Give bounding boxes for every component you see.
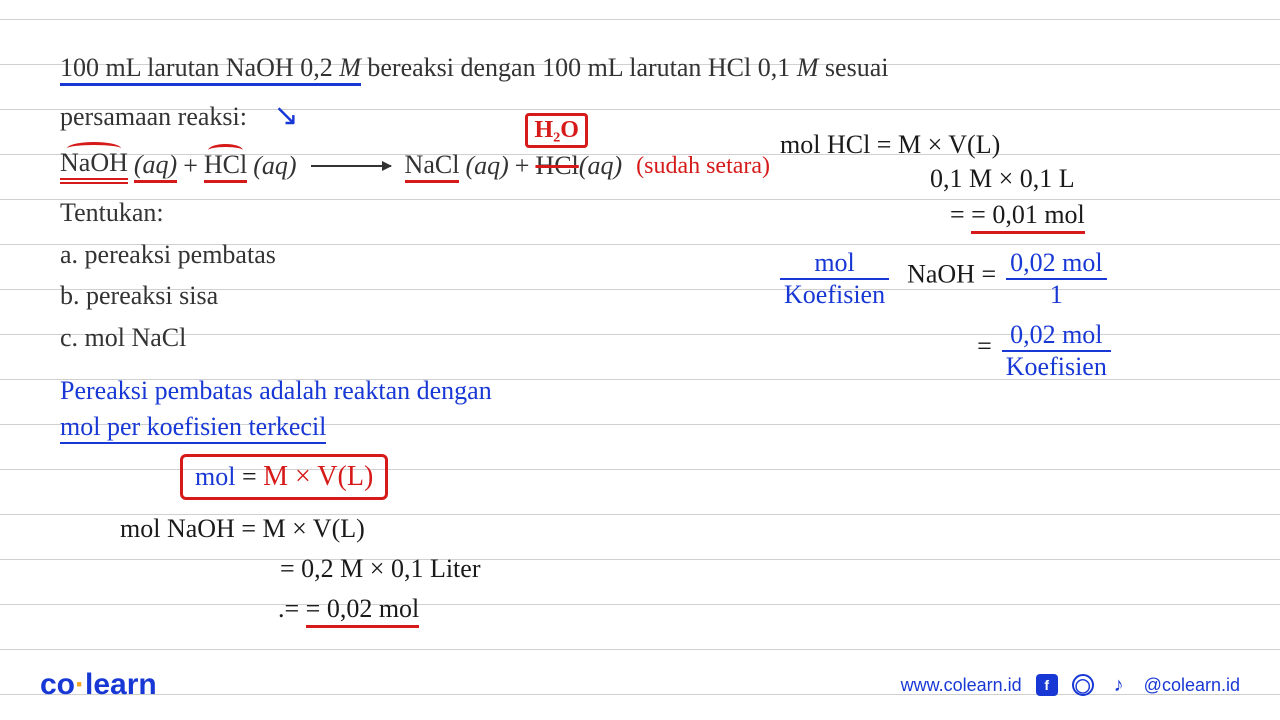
calc-naoh-1: mol NaOH = M × V(L)	[120, 514, 1220, 544]
footer-right: www.colearn.id f ◯ ♪ @colearn.id	[901, 674, 1240, 696]
facebook-icon: f	[1036, 674, 1058, 696]
tentukan-label: Tentukan:	[60, 192, 1220, 234]
h2o-correction-box: H₂O	[525, 113, 588, 148]
chemical-equation: NaOH(aq) + HCl(aq) NaCl(aq) + HCl(aq) H₂…	[60, 148, 1220, 184]
footer-handle: @colearn.id	[1144, 675, 1240, 696]
instagram-icon: ◯	[1072, 674, 1094, 696]
reaction-arrow	[311, 165, 391, 167]
eq-hcl-struck: HCl	[535, 151, 578, 180]
formula-box: mol = M × V(L)	[180, 454, 388, 500]
definition-line2: mol per koefisien terkecil	[60, 412, 326, 444]
problem-statement: 100 mL larutan NaOH 0,2 M bereaksi denga…	[60, 48, 1220, 87]
questions: Tentukan: a. pereaksi pembatas b. pereak…	[60, 192, 1220, 358]
question-c: c. mol NaCl	[60, 317, 1220, 359]
question-a: a. pereaksi pembatas	[60, 234, 1220, 276]
tick-mark: ↘	[273, 99, 298, 132]
footer-url: www.colearn.id	[901, 675, 1022, 696]
setara-note: (sudah setara)	[636, 153, 770, 180]
given-underline: 100 mL larutan NaOH 0,2	[60, 53, 339, 86]
question-b: b. pereaksi sisa	[60, 275, 1220, 317]
tiktok-icon: ♪	[1108, 674, 1130, 696]
calc-naoh-2: = 0,2 M × 0,1 Liter	[280, 554, 1220, 584]
eq-naoh: NaOH	[60, 148, 128, 184]
colearn-logo: co·learn	[40, 668, 157, 702]
persamaan-label: persamaan reaksi: ↘	[60, 93, 1220, 138]
calc-naoh-3: .= = 0,02 mol	[278, 594, 419, 628]
definition-line1: Pereaksi pembatas adalah reaktan dengan	[60, 376, 1220, 406]
eq-hcl: HCl	[204, 150, 247, 183]
eq-nacl: NaCl	[405, 150, 460, 183]
handwritten-explanation: Pereaksi pembatas adalah reaktan dengan …	[60, 376, 1220, 624]
main-content: 100 mL larutan NaOH 0,2 M bereaksi denga…	[0, 0, 1280, 672]
footer: co·learn www.colearn.id f ◯ ♪ @colearn.i…	[0, 668, 1280, 702]
